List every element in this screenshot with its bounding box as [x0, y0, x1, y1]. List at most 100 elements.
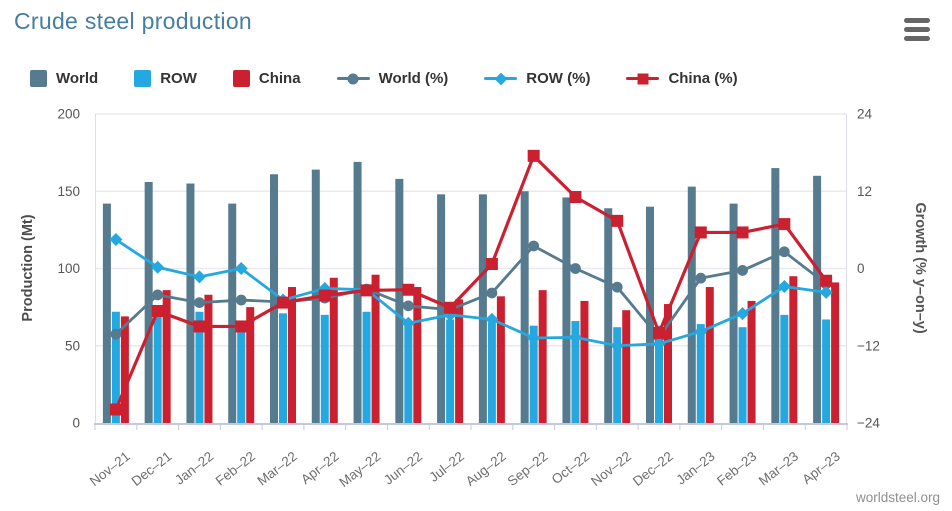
- bar-world-nov-21[interactable]: [102, 203, 111, 423]
- point-china-nov-21[interactable]: [109, 403, 122, 416]
- worldsteel-link[interactable]: worldsteel.org: [855, 490, 940, 505]
- menu-button[interactable]: [904, 18, 930, 41]
- point-world-mar-23[interactable]: [778, 246, 790, 258]
- bar-row-nov-21[interactable]: [111, 311, 120, 423]
- point-china-may-22[interactable]: [360, 284, 373, 297]
- bar-world-feb-22[interactable]: [228, 203, 237, 423]
- bar-china-jan-23[interactable]: [705, 287, 714, 423]
- bar-row-dec-22[interactable]: [655, 325, 663, 423]
- point-world-jun-22[interactable]: [402, 300, 414, 312]
- bar-row-nov-22[interactable]: [613, 327, 622, 423]
- point-world-aug-22[interactable]: [486, 287, 498, 299]
- point-china-mar-22[interactable]: [277, 296, 289, 309]
- point-china-dec-21[interactable]: [151, 304, 164, 317]
- legend-item-row[interactable]: ROW: [134, 70, 197, 87]
- bar-china-mar-22[interactable]: [288, 287, 296, 423]
- bar-china-apr-23[interactable]: [831, 282, 840, 423]
- point-world-feb-23[interactable]: [737, 265, 748, 276]
- bar-china-feb-22[interactable]: [246, 307, 255, 423]
- bar-row-jan-23[interactable]: [696, 324, 705, 423]
- bar-china-may-22[interactable]: [371, 274, 380, 423]
- point-china-sep-22[interactable]: [527, 149, 540, 162]
- bar-world-mar-23[interactable]: [771, 168, 780, 423]
- point-china-oct-22[interactable]: [569, 191, 582, 204]
- point-row-nov-22[interactable]: [610, 339, 624, 353]
- point-china-feb-22[interactable]: [235, 320, 248, 333]
- bar-world-oct-22[interactable]: [562, 197, 571, 423]
- bar-world-nov-22[interactable]: [604, 208, 613, 423]
- bar-row-mar-22[interactable]: [279, 313, 287, 423]
- bar-row-mar-23[interactable]: [780, 314, 789, 423]
- bar-row-apr-23[interactable]: [822, 319, 831, 423]
- point-row-nov-21[interactable]: [109, 233, 123, 247]
- legend-item-world[interactable]: World: [30, 70, 98, 87]
- legend-item-world-pct[interactable]: World (%): [336, 70, 448, 87]
- point-row-jan-22[interactable]: [192, 270, 206, 284]
- point-world-dec-21[interactable]: [152, 289, 164, 301]
- bar-row-aug-22[interactable]: [487, 322, 496, 423]
- bar-china-feb-23[interactable]: [747, 300, 756, 423]
- point-china-jan-22[interactable]: [193, 320, 206, 333]
- bar-row-may-22[interactable]: [362, 311, 371, 423]
- point-row-dec-22[interactable]: [652, 337, 666, 351]
- bar-world-apr-23[interactable]: [813, 175, 822, 423]
- point-world-nov-21[interactable]: [110, 328, 122, 340]
- point-world-nov-22[interactable]: [611, 281, 623, 293]
- legend-item-row-pct[interactable]: ROW (%): [484, 70, 590, 87]
- point-row-oct-22[interactable]: [568, 330, 582, 344]
- bar-china-nov-22[interactable]: [622, 310, 631, 423]
- point-row-dec-21[interactable]: [151, 260, 165, 274]
- bar-row-jun-22[interactable]: [404, 321, 413, 423]
- point-world-sep-22[interactable]: [528, 240, 540, 252]
- bar-row-oct-22[interactable]: [571, 321, 580, 423]
- point-china-aug-22[interactable]: [485, 257, 498, 270]
- point-china-nov-22[interactable]: [611, 214, 624, 227]
- point-china-dec-22[interactable]: [653, 326, 665, 339]
- point-china-jan-23[interactable]: [694, 226, 707, 239]
- bar-china-jan-22[interactable]: [204, 294, 213, 423]
- bar-world-jan-22[interactable]: [186, 183, 195, 423]
- point-china-feb-23[interactable]: [736, 226, 749, 239]
- bar-row-apr-22[interactable]: [320, 314, 329, 423]
- bar-world-sep-22[interactable]: [520, 191, 529, 423]
- bar-world-feb-23[interactable]: [729, 203, 738, 423]
- bar-china-jun-22[interactable]: [413, 287, 422, 423]
- point-world-oct-22[interactable]: [570, 263, 581, 274]
- bar-china-mar-23[interactable]: [789, 276, 798, 423]
- bar-row-dec-21[interactable]: [153, 316, 162, 423]
- point-world-feb-22[interactable]: [235, 294, 247, 306]
- bar-row-jan-22[interactable]: [195, 311, 204, 423]
- point-world-jan-23[interactable]: [695, 272, 707, 284]
- bar-row-feb-22[interactable]: [237, 321, 246, 423]
- bar-china-apr-22[interactable]: [329, 277, 338, 423]
- bar-row-jul-22[interactable]: [446, 319, 455, 423]
- point-china-jul-22[interactable]: [444, 301, 457, 314]
- point-row-feb-22[interactable]: [234, 261, 248, 276]
- bar-china-dec-22[interactable]: [664, 304, 672, 423]
- point-china-apr-22[interactable]: [318, 289, 331, 302]
- point-china-mar-23[interactable]: [778, 218, 791, 231]
- point-row-sep-22[interactable]: [527, 331, 541, 345]
- bar-china-nov-21[interactable]: [120, 316, 129, 423]
- point-row-feb-23[interactable]: [736, 307, 750, 321]
- bar-china-oct-22[interactable]: [580, 300, 589, 423]
- bar-china-dec-21[interactable]: [162, 290, 171, 423]
- bar-china-sep-22[interactable]: [538, 290, 547, 423]
- point-china-apr-23[interactable]: [820, 274, 833, 287]
- bar-world-jan-23[interactable]: [687, 186, 696, 423]
- point-row-mar-23[interactable]: [777, 280, 791, 294]
- bar-world-dec-22[interactable]: [646, 206, 654, 423]
- legend-item-china-pct[interactable]: China (%): [626, 70, 738, 87]
- point-row-jan-23[interactable]: [694, 325, 708, 339]
- bar-row-sep-22[interactable]: [529, 325, 538, 423]
- bar-world-mar-22[interactable]: [270, 174, 278, 423]
- bar-china-aug-22[interactable]: [496, 296, 505, 423]
- legend-item-china[interactable]: China: [232, 70, 301, 87]
- bar-world-aug-22[interactable]: [478, 194, 487, 423]
- point-world-jan-22[interactable]: [194, 297, 205, 309]
- bar-china-jul-22[interactable]: [455, 299, 464, 423]
- point-row-aug-22[interactable]: [485, 312, 499, 326]
- point-row-apr-23[interactable]: [819, 285, 833, 299]
- point-china-jun-22[interactable]: [402, 283, 415, 296]
- bar-row-feb-23[interactable]: [738, 327, 747, 423]
